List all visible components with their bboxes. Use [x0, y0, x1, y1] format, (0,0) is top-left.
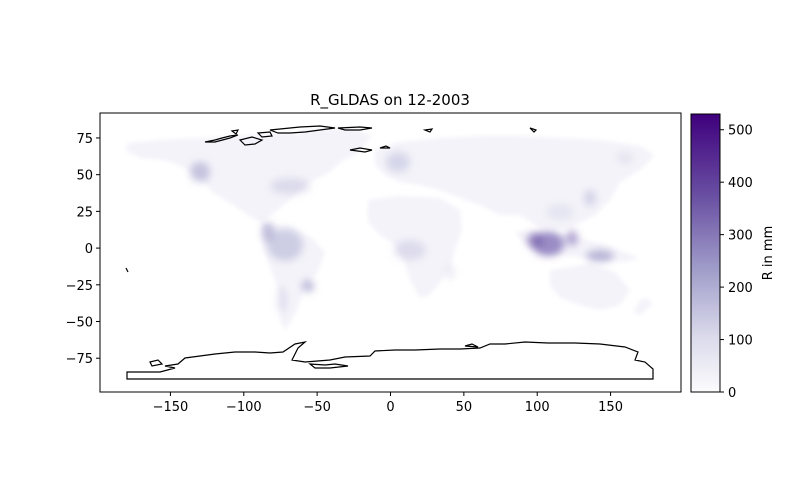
colorbar-tick-label: 400 [728, 176, 753, 191]
x-tick-label: −100 [226, 400, 262, 415]
x-tick-label: 100 [525, 400, 550, 415]
colorbar-tick-label: 200 [728, 281, 753, 296]
colorbar-tick-label: 100 [728, 334, 753, 349]
runoff-southern-brazil [302, 280, 314, 292]
y-tick-label: 75 [76, 132, 93, 147]
y-tick-label: −75 [66, 352, 93, 367]
coastline-arctic-north [125, 125, 538, 273]
runoff-central-america [262, 222, 274, 242]
chart-title: R_GLDAS on 12-2003 [310, 91, 470, 110]
land-north-america [125, 133, 345, 222]
y-tick-label: 0 [85, 242, 93, 257]
coastline-antarctic-islands [149, 343, 479, 369]
colorbar-tick-label: 500 [728, 124, 753, 139]
runoff-kamchatka [617, 152, 633, 164]
coastline-antarctica [126, 340, 654, 380]
coastlines [125, 125, 654, 380]
colorbar-ticks: 0 100 200 300 400 500 [720, 124, 753, 401]
land-australia [550, 264, 630, 310]
runoff-japan [584, 190, 596, 206]
colorbar-label: R in mm [761, 226, 776, 280]
x-tick-label: −150 [153, 400, 189, 415]
land-new-zealand [633, 298, 652, 315]
land-greenland [300, 128, 372, 162]
runoff-highlights [190, 152, 633, 314]
runoff-pacific-northwest [190, 162, 210, 182]
runoff-new-guinea [586, 250, 614, 262]
y-tick-label: −50 [66, 316, 93, 331]
runoff-western-europe [386, 152, 410, 172]
runoff-sulawesi [566, 230, 578, 246]
runoff-amazon [267, 229, 303, 261]
y-axis: 75 50 25 0 −25 −50 −75 [66, 132, 100, 367]
runoff-madagascar [446, 264, 454, 280]
x-axis: −150 −100 −50 0 50 100 150 [153, 392, 623, 415]
y-tick-label: 25 [76, 205, 93, 220]
runoff-sumatra [527, 233, 543, 247]
runoff-chile [278, 286, 286, 314]
x-tick-label: 150 [598, 400, 623, 415]
land-eurasia [375, 136, 655, 230]
runoff-east-na [270, 178, 310, 194]
x-tick-label: −50 [303, 400, 330, 415]
runoff-central-africa [394, 240, 426, 260]
plot-area [125, 125, 655, 380]
x-tick-label: 50 [456, 400, 473, 415]
y-tick-label: 50 [76, 169, 93, 184]
colorbar-tick-label: 0 [728, 386, 736, 401]
colorbar-tick-label: 300 [728, 229, 753, 244]
x-tick-label: 0 [386, 400, 394, 415]
colorbar [690, 113, 721, 393]
y-tick-label: −25 [66, 279, 93, 294]
runoff-south-china [546, 204, 574, 220]
